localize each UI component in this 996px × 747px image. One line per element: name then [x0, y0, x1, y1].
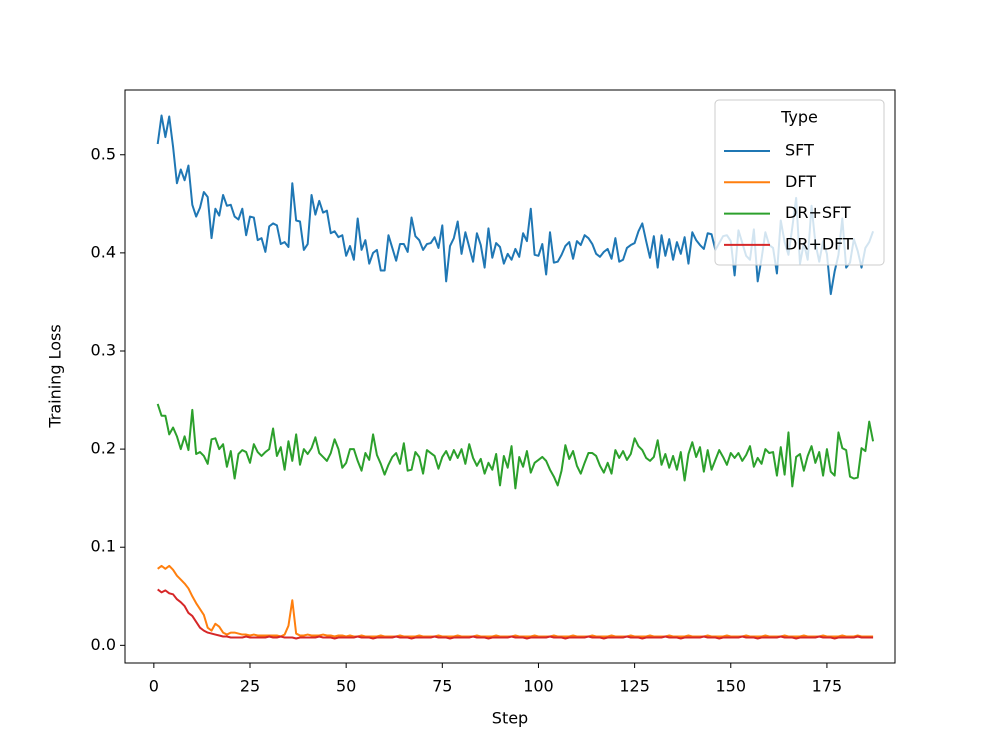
- x-tick-label: 25: [240, 677, 260, 696]
- y-axis-label: Training Loss: [46, 324, 65, 428]
- plot-frame: [124, 89, 896, 664]
- x-tick-label: 150: [715, 677, 746, 696]
- legend-box: [714, 99, 885, 266]
- x-tick-label: 175: [812, 677, 843, 696]
- y-tick-label: 0.3: [91, 340, 116, 359]
- x-tick-label: 100: [523, 677, 554, 696]
- x-tick-label: 75: [432, 677, 452, 696]
- y-tick-label: 0.1: [91, 537, 116, 556]
- series-line: [157, 588, 874, 640]
- x-axis-label: Step: [492, 709, 528, 728]
- legend-title: Type: [780, 108, 818, 127]
- x-tick-label: 50: [336, 677, 356, 696]
- series-line: [156, 403, 875, 490]
- legend-label: SFT: [785, 141, 814, 160]
- y-tick-label: 0.2: [91, 439, 116, 458]
- legend-label: DR+DFT: [785, 234, 853, 253]
- y-tick-label: 0.0: [91, 635, 116, 654]
- x-tick-label: 125: [619, 677, 650, 696]
- series-line: [157, 564, 874, 638]
- legend-label: DR+SFT: [785, 203, 851, 222]
- y-tick-label: 0.5: [91, 144, 116, 163]
- y-tick-label: 0.4: [91, 242, 116, 261]
- legend-label: DFT: [785, 172, 816, 191]
- x-tick-label: 0: [149, 677, 159, 696]
